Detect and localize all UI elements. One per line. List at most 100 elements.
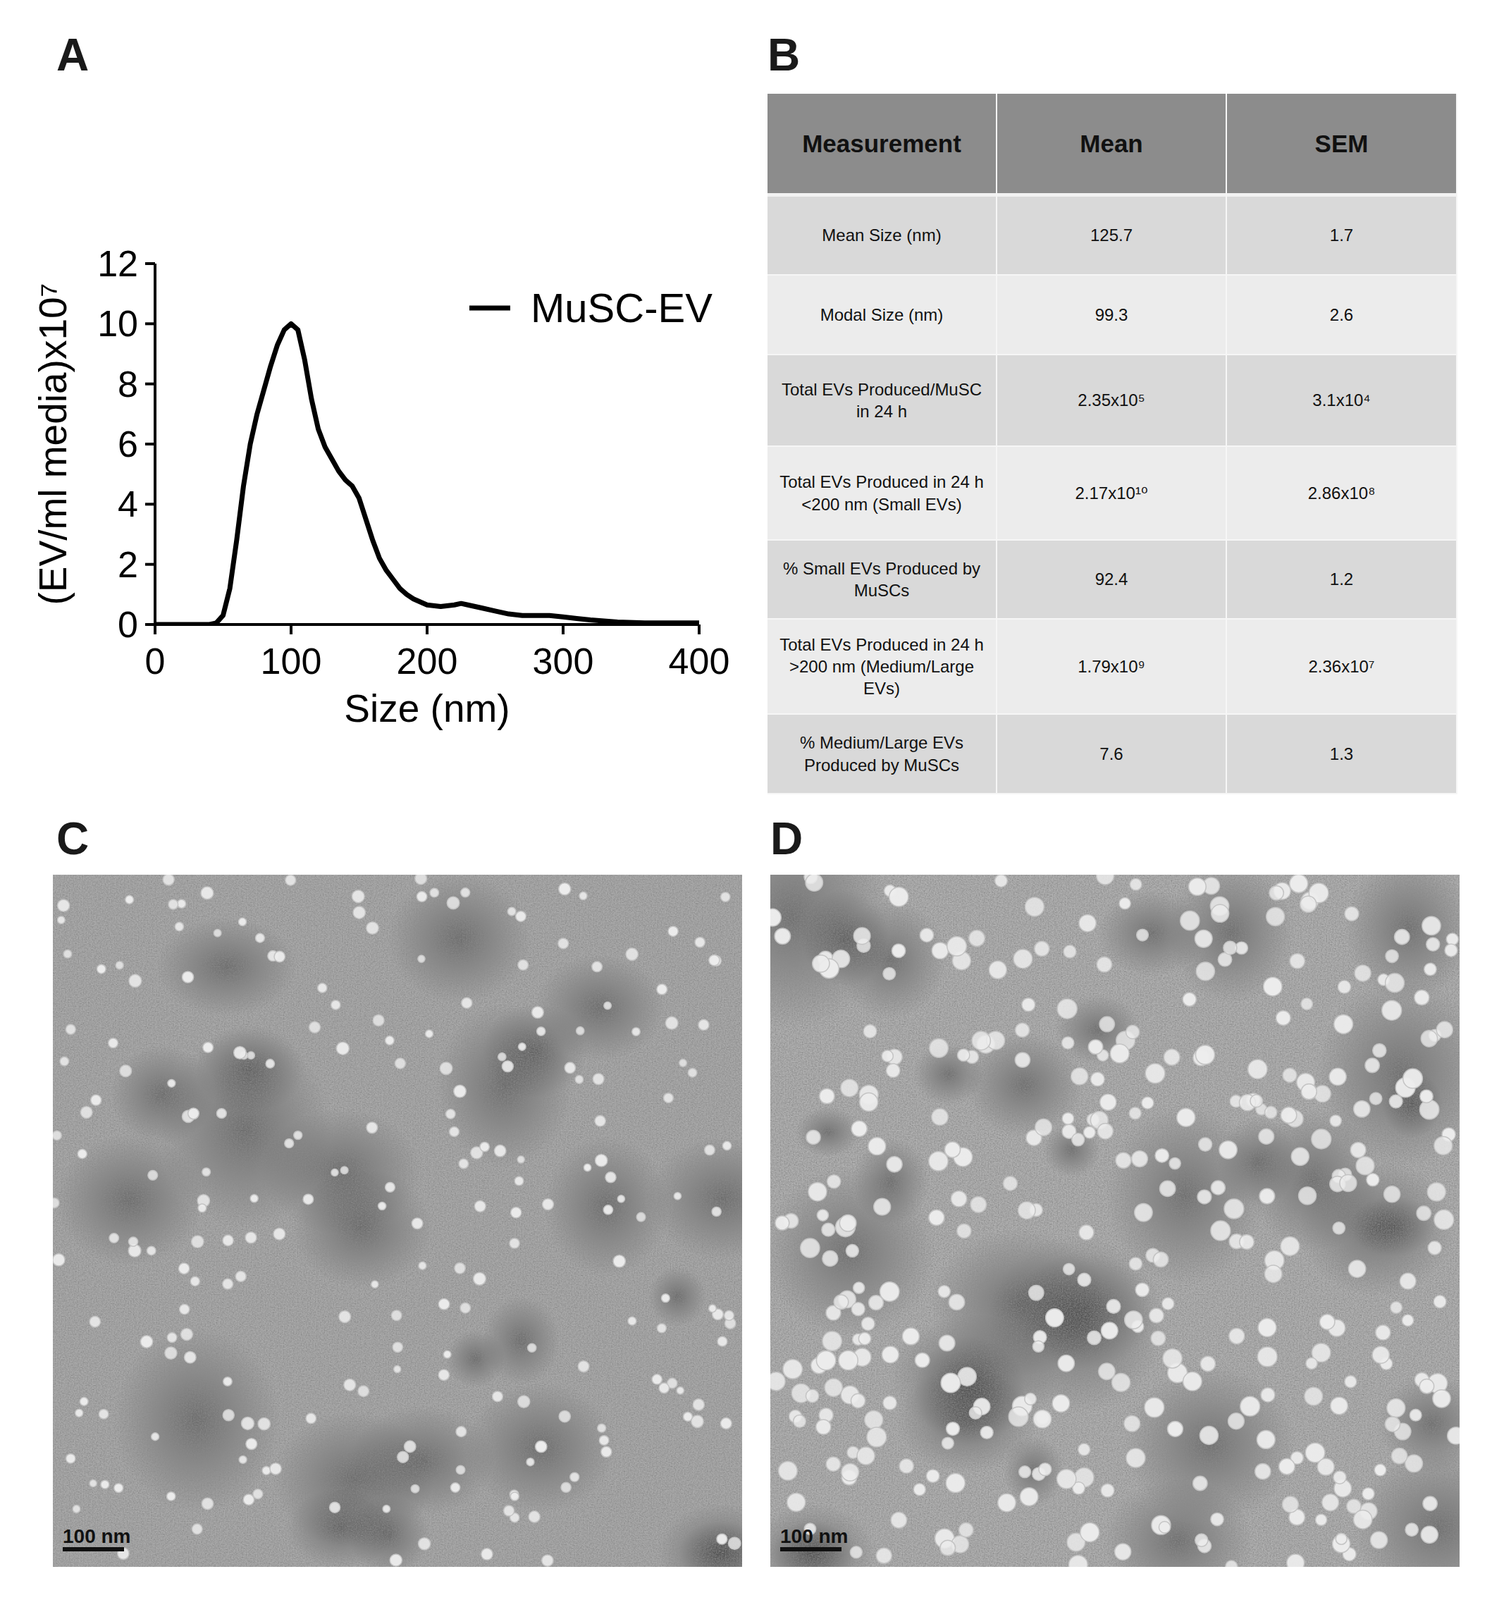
y-axis-label: (EV/ml media)x10⁷ (31, 283, 75, 606)
vesicle (899, 1458, 914, 1473)
vesicle (222, 1409, 234, 1421)
vesicle (404, 1440, 416, 1452)
vesicle (167, 1079, 176, 1088)
y-tick-label: 8 (117, 363, 139, 405)
vesicle (329, 1501, 341, 1513)
scale-bar (780, 1546, 842, 1552)
vesicle (969, 930, 986, 947)
vesicle (1301, 997, 1313, 1010)
vesicle (537, 1026, 546, 1036)
vesicle (514, 1176, 524, 1186)
vesicle (558, 1410, 571, 1422)
vesicle (868, 1137, 886, 1156)
vesicle (317, 983, 328, 993)
y-tick-label: 0 (117, 603, 139, 645)
vesicle (1097, 1123, 1113, 1139)
vesicle (656, 1323, 667, 1333)
vesicle (583, 1163, 591, 1171)
vesicle (558, 883, 571, 896)
y-tick (145, 502, 156, 506)
vesicle (1259, 1188, 1275, 1204)
vesicle (948, 1293, 965, 1310)
vesicle (265, 1059, 275, 1068)
vesicle (1071, 1133, 1085, 1146)
vesicle (351, 890, 365, 903)
vesicle (1416, 1205, 1431, 1220)
vesicle (1279, 1458, 1296, 1475)
vesicle (1390, 1301, 1403, 1314)
vesicle (1434, 1136, 1453, 1156)
vesicle (1385, 949, 1399, 963)
vesicle (125, 895, 134, 905)
vesicle (1426, 937, 1440, 951)
vesicle (1256, 1430, 1275, 1450)
vesicle (1057, 998, 1077, 1019)
vesicle (592, 961, 603, 972)
vesicle (1374, 1463, 1387, 1476)
vesicle (1248, 1059, 1268, 1079)
vesicle (919, 928, 934, 942)
vesicle (1045, 1308, 1065, 1328)
vesicle (708, 954, 720, 966)
table-cell: 2.86x10⁸ (1227, 446, 1458, 541)
vesicle (946, 1422, 960, 1436)
vesicle (1015, 1022, 1030, 1037)
vesicle (816, 1419, 831, 1435)
vesicle (603, 1001, 612, 1010)
vesicle (492, 1391, 504, 1402)
vesicle (1200, 1355, 1216, 1371)
x-tick (153, 624, 157, 635)
vesicle (389, 1554, 402, 1567)
vesicle (1369, 1092, 1382, 1105)
vesicle (77, 1149, 87, 1159)
vesicle (1153, 1251, 1168, 1267)
vesicle (119, 1064, 132, 1077)
vesicle (850, 1393, 865, 1408)
vesicle (1129, 1257, 1142, 1270)
vesicle (728, 1537, 741, 1550)
vesicle (995, 874, 1008, 887)
vesicle (1211, 904, 1230, 922)
vesicle (262, 1465, 271, 1475)
vesicle (1126, 1448, 1146, 1468)
vesicle (140, 1335, 153, 1348)
vesicle (1099, 1016, 1115, 1032)
vesicle (1126, 1025, 1140, 1039)
vesicle (1382, 1000, 1402, 1020)
vesicle (446, 896, 460, 910)
vesicle (1145, 1063, 1165, 1084)
vesicle (1210, 1180, 1225, 1195)
vesicle (532, 1006, 545, 1019)
vesicle (57, 899, 70, 912)
vesicle (1100, 1483, 1115, 1497)
vesicle (656, 983, 668, 995)
vesicle (343, 1378, 356, 1391)
vesicle (1355, 1156, 1375, 1175)
vesicle (1394, 929, 1410, 945)
vesicle (498, 1052, 507, 1061)
vesicle (1427, 1241, 1442, 1255)
vesicle (411, 1217, 423, 1230)
x-tick-label: 300 (532, 640, 595, 682)
chart-a: 0246810120100200300400Size (nm)(EV/ml me… (31, 243, 730, 731)
vesicle (518, 1043, 527, 1051)
vesicle (1280, 1236, 1300, 1256)
vesicle (96, 964, 106, 974)
x-tick (289, 624, 293, 635)
vesicle (692, 1398, 705, 1411)
vesicle (366, 1121, 378, 1134)
vesicle (509, 1238, 520, 1249)
vesicle (293, 1131, 303, 1140)
vesicle (305, 1413, 316, 1423)
vesicle (181, 971, 194, 983)
vesicle (838, 1350, 858, 1370)
vesicle (668, 926, 678, 936)
vesicle (1019, 1465, 1032, 1478)
vesicle (108, 1038, 119, 1048)
vesicle (245, 1231, 257, 1244)
vesicle (1298, 1186, 1317, 1205)
vesicle (1264, 1265, 1282, 1283)
vesicle (518, 959, 529, 971)
vesicle (945, 1473, 965, 1493)
vesicle (89, 1479, 97, 1487)
